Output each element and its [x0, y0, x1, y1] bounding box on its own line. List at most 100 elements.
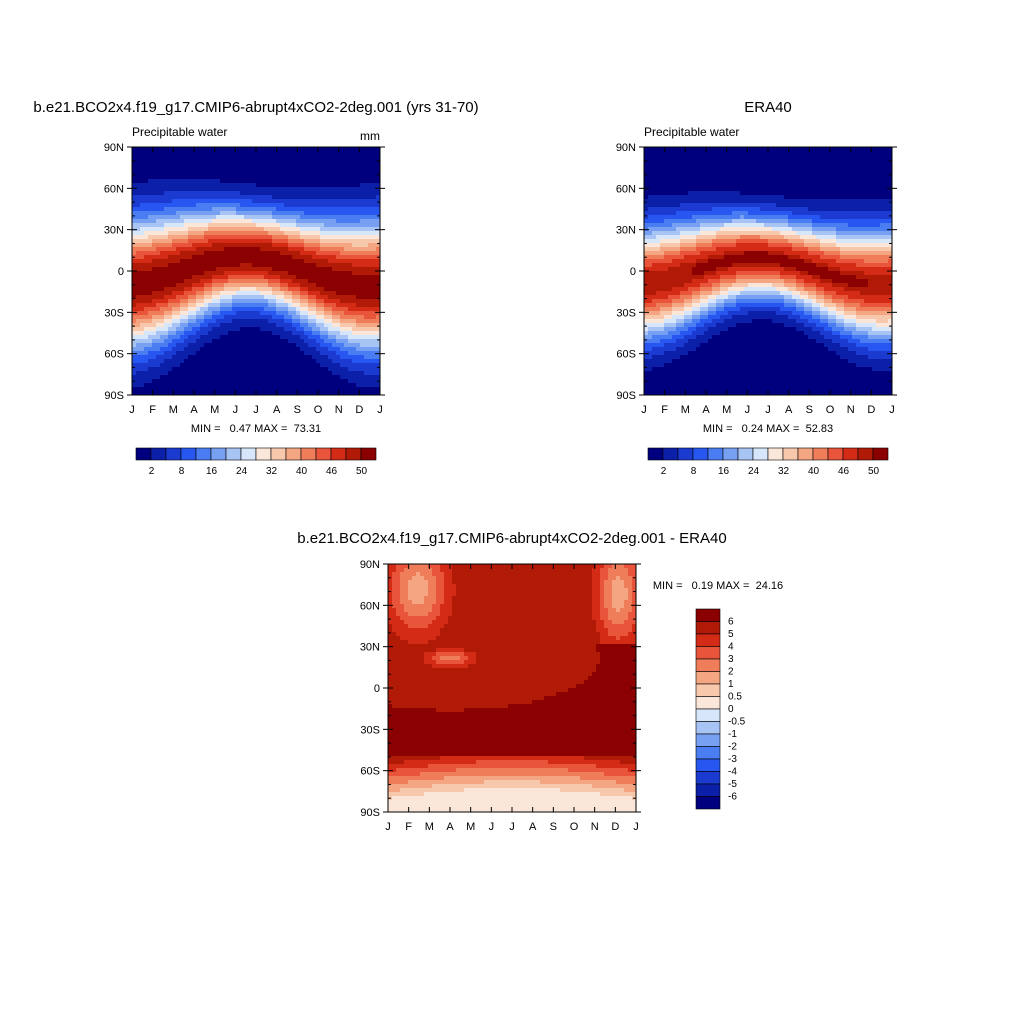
contour-cell [180, 171, 185, 176]
contour-cell [188, 319, 193, 324]
contour-cell [152, 267, 157, 272]
contour-cell [680, 211, 685, 216]
contour-cell [296, 215, 301, 220]
contour-cell [284, 303, 289, 308]
contour-cell [256, 383, 261, 388]
contour-cell [768, 167, 773, 172]
contour-cell [696, 171, 701, 176]
contour-cell [308, 159, 313, 164]
contour-cell [808, 183, 813, 188]
contour-cell [348, 171, 353, 176]
contour-cell [204, 311, 209, 316]
contour-cell [264, 295, 269, 300]
contour-cell [172, 319, 177, 324]
contour-cell [132, 339, 137, 344]
contour-cell [240, 275, 245, 280]
contour-cell [284, 283, 289, 288]
contour-cell [296, 299, 301, 304]
contour-cell [272, 255, 277, 260]
contour-cell [340, 295, 345, 300]
contour-cell [352, 159, 357, 164]
contour-cell [364, 227, 369, 232]
contour-cell [312, 235, 317, 240]
contour-cell [360, 207, 365, 212]
contour-cell [176, 191, 181, 196]
contour-cell [348, 267, 353, 272]
contour-cell [716, 195, 721, 200]
contour-cell [712, 183, 717, 188]
contour-cell [308, 379, 313, 384]
contour-cell [860, 183, 865, 188]
contour-cell [744, 215, 749, 220]
contour-cell [332, 347, 337, 352]
contour-cell [224, 259, 229, 264]
contour-cell [748, 191, 753, 196]
contour-cell [316, 307, 321, 312]
contour-cell [276, 247, 281, 252]
contour-cell [220, 291, 225, 296]
contour-cell [148, 255, 153, 260]
contour-cell [876, 175, 881, 180]
contour-cell [264, 191, 269, 196]
contour-cell [356, 291, 361, 296]
contour-cell [252, 339, 257, 344]
contour-cell [268, 171, 273, 176]
contour-cell [288, 323, 293, 328]
contour-cell [156, 383, 161, 388]
contour-cell [208, 367, 213, 372]
contour-cell [132, 151, 137, 156]
contour-cell [764, 187, 769, 192]
contour-cell [332, 299, 337, 304]
contour-cell [788, 207, 793, 212]
contour-cell [800, 171, 805, 176]
contour-cell [184, 375, 189, 380]
contour-cell [208, 215, 213, 220]
contour-cell [148, 291, 153, 296]
contour-cell [220, 359, 225, 364]
contour-cell [784, 151, 789, 156]
contour-cell [264, 211, 269, 216]
contour-cell [240, 235, 245, 240]
contour-cell [300, 347, 305, 352]
contour-cell [160, 319, 165, 324]
contour-cell [160, 379, 165, 384]
contour-cell [772, 203, 777, 208]
contour-cell [192, 199, 197, 204]
contour-cell [304, 387, 309, 392]
contour-cell [312, 227, 317, 232]
contour-cell [172, 387, 177, 392]
contour-cell [192, 355, 197, 360]
contour-cell [292, 375, 297, 380]
contour-cell [300, 323, 305, 328]
contour-cell [708, 207, 713, 212]
contour-cell [296, 199, 301, 204]
contour-cell [236, 287, 241, 292]
contour-cell [268, 147, 273, 152]
contour-cell [236, 255, 241, 260]
contour-cell [168, 311, 173, 316]
contour-cell [248, 239, 253, 244]
contour-cell [328, 187, 333, 192]
contour-cell [760, 167, 765, 172]
contour-cell [248, 259, 253, 264]
contour-cell [296, 163, 301, 168]
contour-cell [180, 167, 185, 172]
contour-cell [192, 335, 197, 340]
contour-cell [684, 159, 689, 164]
contour-cell [856, 207, 861, 212]
contour-cell [664, 167, 669, 172]
contour-cell [324, 367, 329, 372]
contour-cell [168, 155, 173, 160]
contour-cell [292, 319, 297, 324]
contour-cell [172, 275, 177, 280]
contour-cell [368, 359, 373, 364]
contour-cell [208, 211, 213, 216]
contour-cell [292, 227, 297, 232]
contour-cell [232, 267, 237, 272]
contour-cell [816, 151, 821, 156]
contour-cell [184, 207, 189, 212]
contour-cell [304, 175, 309, 180]
contour-cell [800, 159, 805, 164]
contour-cell [676, 151, 681, 156]
contour-cell [272, 231, 277, 236]
